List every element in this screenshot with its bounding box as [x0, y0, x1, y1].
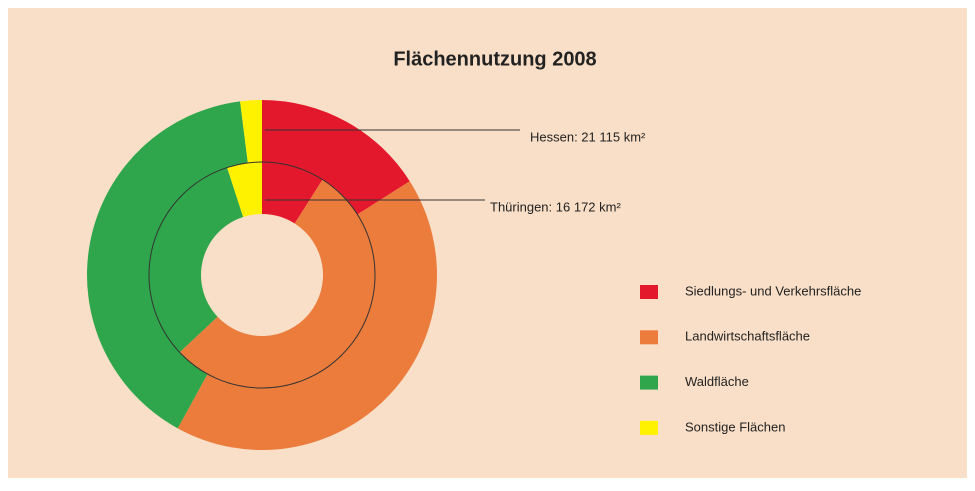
donut-segment — [262, 100, 410, 215]
legend-label: Siedlungs- und Verkehrsfläche — [685, 283, 861, 298]
donut-segment — [240, 100, 262, 163]
ring-label: Thüringen: 16 172 km² — [490, 199, 621, 214]
legend-label: Landwirtschaftsfläche — [685, 329, 810, 344]
ring-label: Hessen: 21 115 km² — [530, 129, 646, 144]
ring-divider — [148, 161, 376, 389]
legend-label: Waldfläche — [685, 374, 749, 389]
legend-label: Sonstige Flächen — [685, 419, 785, 434]
donut-segment — [179, 179, 375, 388]
legend-swatch — [640, 375, 658, 390]
donut-segment — [149, 167, 244, 353]
legend-swatch — [640, 330, 658, 345]
chart-title: Flächennutzung 2008 — [393, 48, 596, 70]
donut-segment — [262, 162, 323, 224]
donut-segment — [86, 101, 248, 429]
legend-swatch — [640, 285, 658, 299]
legend-swatch — [640, 420, 658, 435]
donut-segment — [227, 162, 262, 217]
